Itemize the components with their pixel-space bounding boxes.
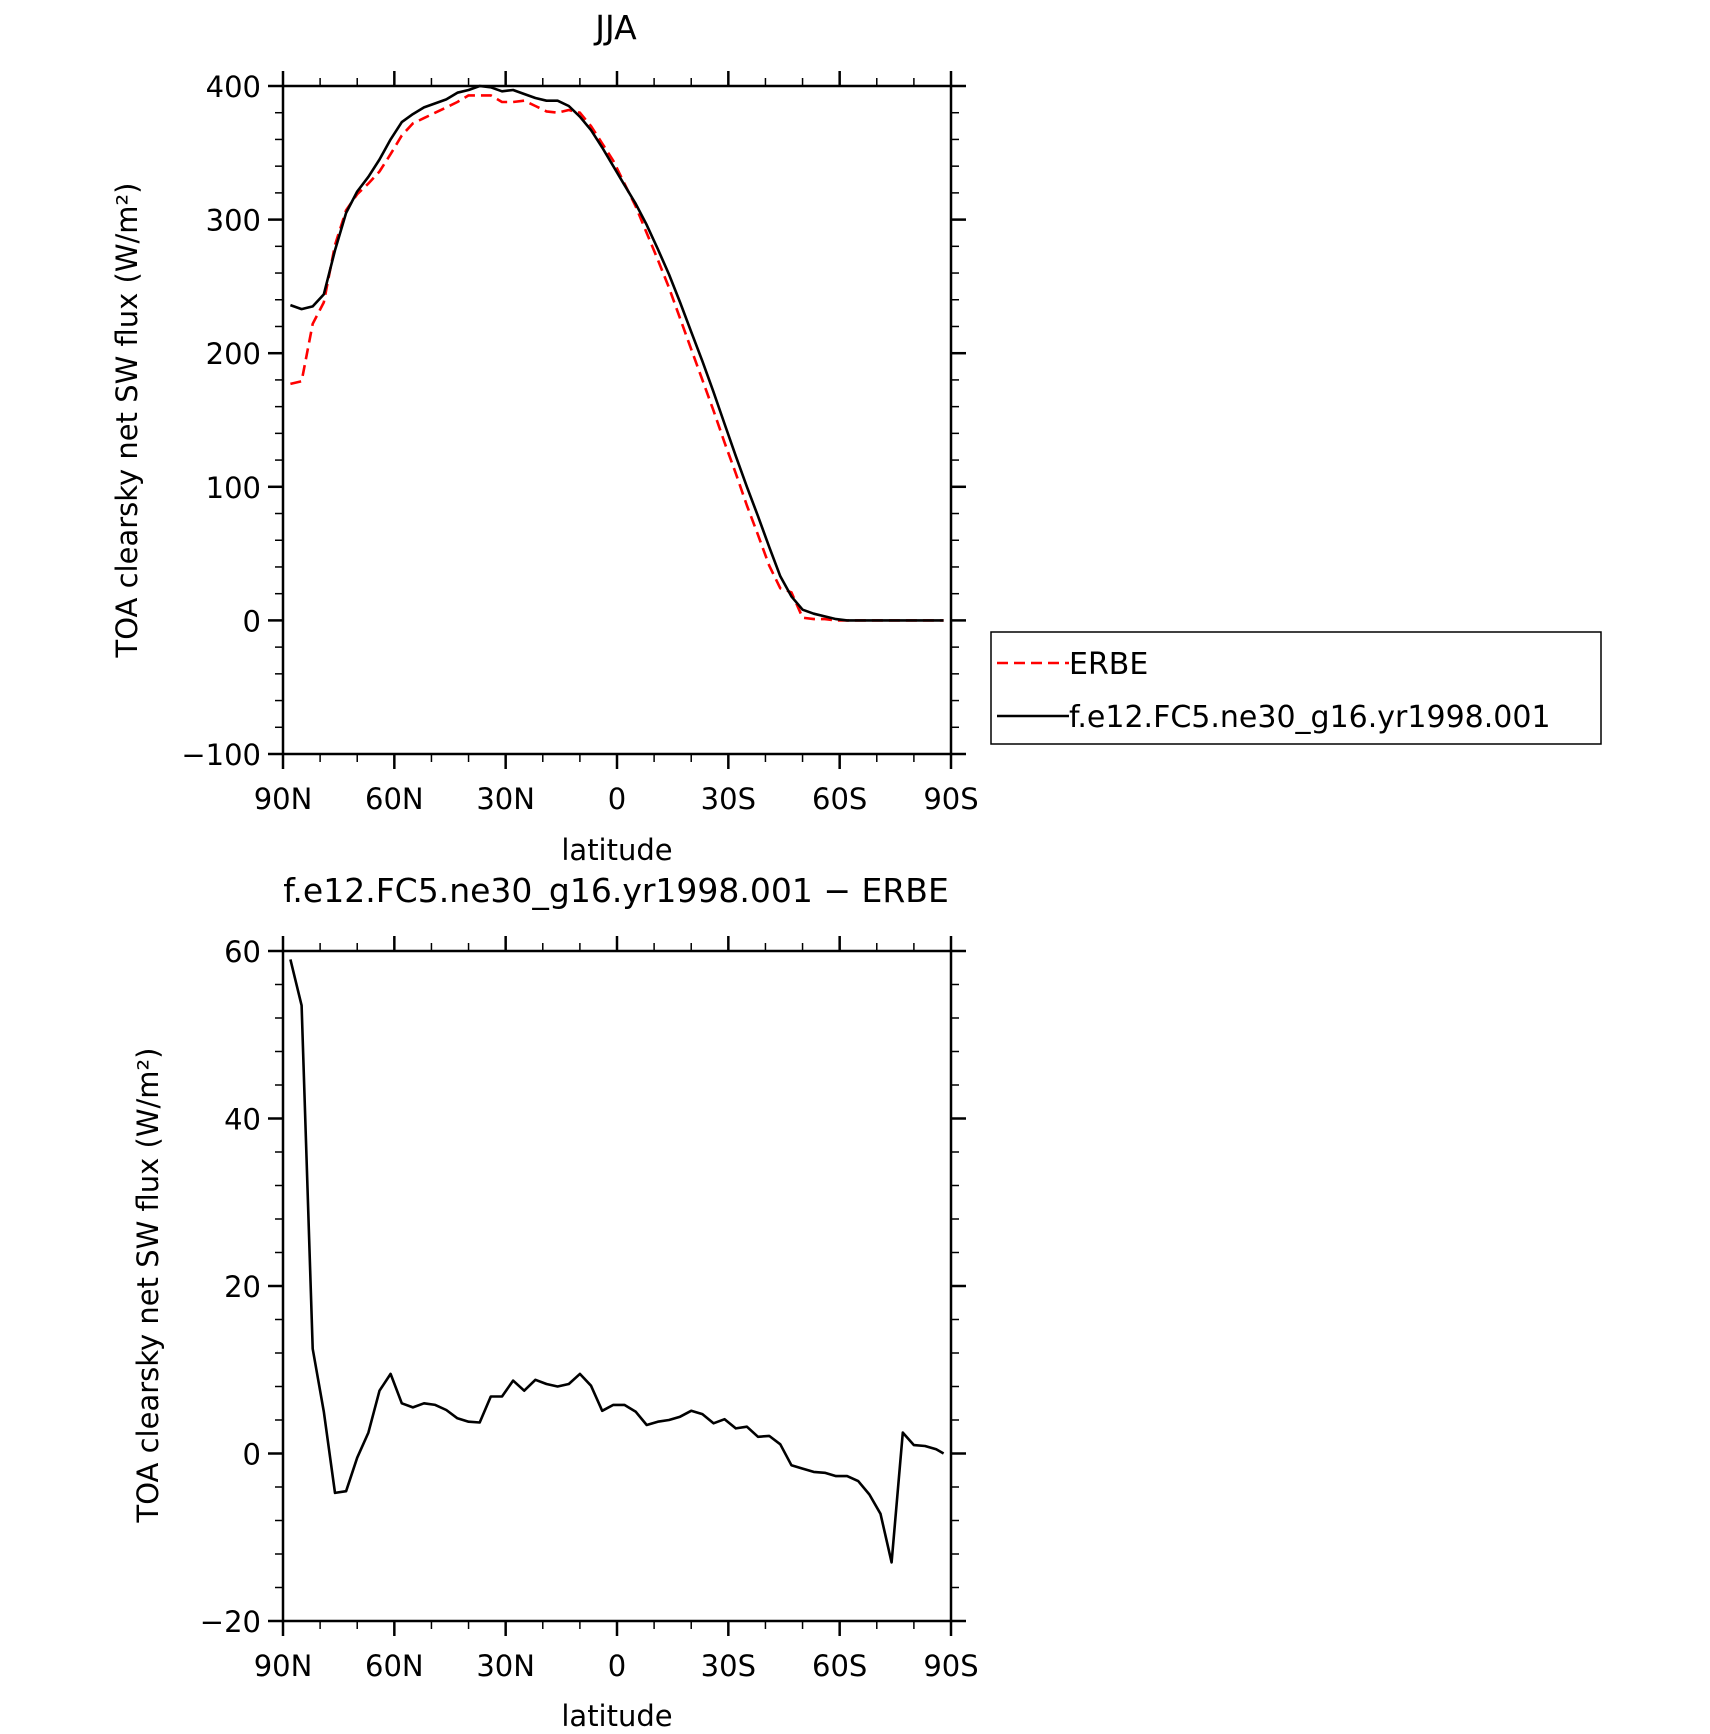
top-y-tick-label: 200 xyxy=(206,337,261,371)
legend-model-label: f.e12.FC5.ne30_g16.yr1998.001 xyxy=(1069,700,1551,735)
top-x-tick-label: 0 xyxy=(608,782,626,816)
top-x-tick-label: 90S xyxy=(923,782,978,816)
top-series-line-erbe xyxy=(290,94,944,622)
top-y-tick-label: 0 xyxy=(243,604,261,638)
top-y-tick-label: 300 xyxy=(206,204,261,238)
bottom-x-tick-label: 60N xyxy=(365,1649,424,1683)
bottom-y-tick-label: 60 xyxy=(224,935,261,969)
legend-erbe-label: ERBE xyxy=(1069,647,1148,682)
bottom-x-tick-label: 90S xyxy=(923,1649,978,1683)
bottom-series-line-difference xyxy=(289,959,945,1564)
bottom-x-tick-label: 30N xyxy=(476,1649,535,1683)
bottom-x-axis-label: latitude xyxy=(561,1699,672,1733)
top-x-tick-label: 30S xyxy=(701,782,756,816)
top-x-tick-label: 60N xyxy=(365,782,424,816)
top-plot-title: JJA xyxy=(593,8,637,47)
top-x-tick-label: 90N xyxy=(254,782,313,816)
top-plot: JJA −100 0 100 200 300 400 90N 60N 30N 0 30S 60S 90S… xyxy=(110,8,1602,867)
top-x-tick-label: 30N xyxy=(476,782,535,816)
bottom-plot-frame xyxy=(281,949,953,1623)
bottom-x-tick-label: 90N xyxy=(254,1649,313,1683)
bottom-y-tick-label: −20 xyxy=(200,1605,261,1639)
top-y-tick-label: 100 xyxy=(206,471,261,505)
top-y-tick-label: −100 xyxy=(181,738,261,772)
legend: ERBE f.e12.FC5.ne30_g16.yr1998.001 xyxy=(990,631,1602,745)
bottom-y-tick-label: 0 xyxy=(243,1438,261,1472)
bottom-y-tick-label: 20 xyxy=(224,1270,261,1304)
bottom-x-tick-label: 0 xyxy=(608,1649,626,1683)
top-y-tick-label: 400 xyxy=(206,70,261,104)
top-y-axis-label: TOA clearsky net SW flux (W/m²) xyxy=(110,183,144,659)
bottom-plot: f.e12.FC5.ne30_g16.yr1998.001 − ERBE −20… xyxy=(131,871,979,1733)
bottom-x-tick-label: 30S xyxy=(701,1649,756,1683)
top-x-tick-label: 60S xyxy=(812,782,867,816)
top-series-line-f-e12-fc5-ne30-g16-yr1998-001 xyxy=(289,84,944,622)
bottom-plot-title: f.e12.FC5.ne30_g16.yr1998.001 − ERBE xyxy=(283,871,949,910)
legend-box xyxy=(990,631,1602,745)
top-plot-frame xyxy=(281,84,953,756)
bottom-y-tick-label: 40 xyxy=(224,1103,261,1137)
bottom-x-tick-label: 60S xyxy=(812,1649,867,1683)
bottom-y-axis-label: TOA clearsky net SW flux (W/m²) xyxy=(131,1048,165,1524)
top-x-axis-label: latitude xyxy=(561,833,672,867)
